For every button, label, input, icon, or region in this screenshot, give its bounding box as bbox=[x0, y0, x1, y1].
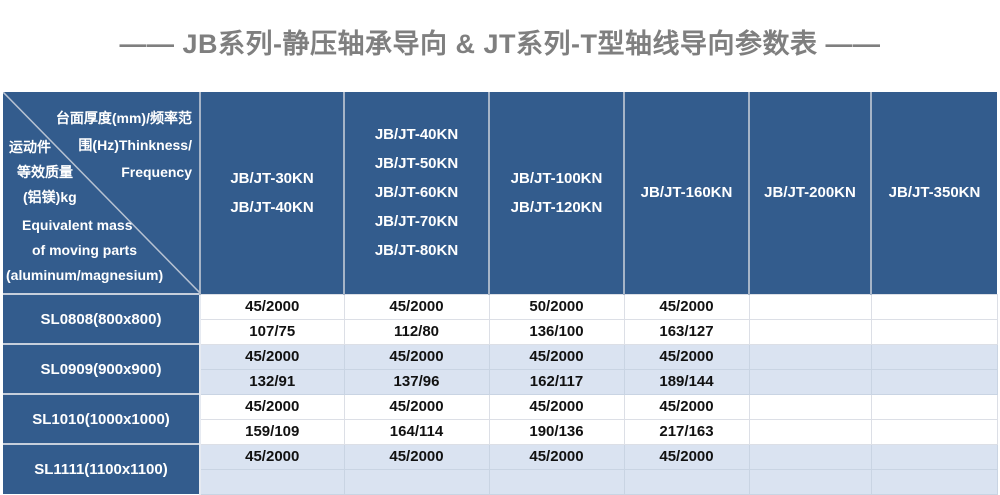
mass-value-cell: 159/109 bbox=[199, 418, 345, 445]
page-title: —— JB系列-静压轴承导向 & JT系列-T型轴线导向参数表 —— bbox=[119, 29, 881, 59]
mass-value-cell bbox=[870, 418, 998, 445]
table-body: SL0808(800x800) 45/2000 45/2000 50/2000 45/2… bbox=[3, 293, 998, 495]
thickness-frequency-cell: 45/2000 bbox=[343, 443, 490, 470]
thickness-frequency-cell bbox=[748, 393, 872, 420]
corner-top-label: 台面厚度(mm)/频率范围(Hz)Thinkness/Frequency bbox=[56, 105, 192, 186]
thickness-frequency-cell bbox=[870, 343, 998, 370]
thickness-frequency-cell bbox=[870, 443, 998, 470]
corner-header-cell: 台面厚度(mm)/频率范围(Hz)Thinkness/Frequency 运动件… bbox=[3, 92, 200, 294]
row-label: SL0808(800x800) bbox=[3, 293, 201, 344]
mass-value-cell bbox=[870, 368, 998, 395]
mass-value-cell: 189/144 bbox=[623, 368, 750, 395]
corner-label-line: 等效质量 bbox=[17, 164, 73, 180]
mass-value-cell: 112/80 bbox=[343, 318, 490, 345]
row-label: SL1111(1100x1100) bbox=[3, 443, 201, 494]
corner-bottom-label: Equivalent mass of moving parts (aluminum/… bbox=[6, 213, 163, 288]
column-header-line: JB/JT-160KN bbox=[640, 184, 733, 202]
column-header-line: JB/JT-40KN bbox=[230, 198, 314, 216]
column-header-3: JB/JT-100KN JB/JT-120KN bbox=[488, 92, 624, 294]
mass-value-cell: 163/127 bbox=[623, 318, 750, 345]
table-row: 107/75 112/80 136/100 163/127 bbox=[3, 318, 998, 345]
table-row: SL0808(800x800) 45/2000 45/2000 50/2000 45/2… bbox=[3, 293, 998, 344]
column-header-line: JB/JT-70KN bbox=[374, 213, 459, 231]
thickness-frequency-cell bbox=[748, 293, 872, 320]
thickness-frequency-cell: 45/2000 bbox=[199, 443, 345, 470]
thickness-frequency-cell: 45/2000 bbox=[199, 393, 345, 420]
thickness-frequency-cell: 45/2000 bbox=[623, 443, 750, 470]
mass-value-cell: 162/117 bbox=[488, 368, 625, 395]
mass-value-cell bbox=[748, 368, 872, 395]
mass-value-cell: 137/96 bbox=[343, 368, 490, 395]
table-row: SL0909(900x900) 45/2000 45/2000 45/2000 45/2… bbox=[3, 343, 998, 394]
header-row: 台面厚度(mm)/频率范围(Hz)Thinkness/Frequency 运动件… bbox=[3, 92, 997, 294]
mass-value-cell: 107/75 bbox=[199, 318, 345, 345]
thickness-frequency-cell: 45/2000 bbox=[623, 293, 750, 320]
column-header-1: JB/JT-30KN JB/JT-40KN bbox=[199, 92, 344, 294]
column-header-line: JB/JT-40KN bbox=[374, 126, 459, 144]
corner-label-line: Frequency bbox=[121, 164, 192, 180]
thickness-frequency-cell: 45/2000 bbox=[488, 443, 625, 470]
thickness-frequency-cell bbox=[748, 343, 872, 370]
mass-value-cell: 136/100 bbox=[488, 318, 625, 345]
mass-value-cell: 217/163 bbox=[623, 418, 750, 445]
corner-label-line: 台面厚度(mm)/频率范 bbox=[55, 110, 192, 126]
table-wrapper: 台面厚度(mm)/频率范围(Hz)Thinkness/Frequency 运动件… bbox=[3, 92, 998, 495]
mass-value-cell: 132/91 bbox=[199, 368, 345, 395]
column-header-line: JB/JT-50KN bbox=[374, 155, 459, 173]
corner-label-line: (铝镁)kg bbox=[23, 189, 77, 205]
mass-value-cell bbox=[870, 318, 998, 345]
corner-left-label: 运动件等效质量 (铝镁)kg bbox=[9, 135, 77, 210]
column-header-5: JB/JT-200KN bbox=[748, 92, 871, 294]
thickness-frequency-cell: 45/2000 bbox=[343, 343, 490, 370]
mass-value-cell bbox=[748, 318, 872, 345]
thickness-frequency-cell: 45/2000 bbox=[343, 393, 490, 420]
thickness-frequency-cell: 50/2000 bbox=[488, 293, 625, 320]
thickness-frequency-cell bbox=[870, 293, 998, 320]
thickness-frequency-cell bbox=[748, 443, 872, 470]
thickness-frequency-cell: 45/2000 bbox=[488, 343, 625, 370]
mass-value-cell: 164/114 bbox=[343, 418, 490, 445]
table-row: SL1111(1100x1100) 45/2000 45/2000 45/2000 45… bbox=[3, 443, 998, 494]
diagonal-divider bbox=[3, 92, 200, 293]
row-label: SL0909(900x900) bbox=[3, 343, 201, 394]
thickness-frequency-cell bbox=[870, 393, 998, 420]
column-header-line: JB/JT-350KN bbox=[888, 184, 981, 202]
corner-label-line: 围(Hz)Thinkness/ bbox=[78, 137, 192, 153]
table-row: SL1010(1000x1000) 45/2000 45/2000 45/2000 45… bbox=[3, 393, 998, 444]
thickness-frequency-cell: 45/2000 bbox=[343, 293, 490, 320]
column-header-6: JB/JT-350KN bbox=[870, 92, 997, 294]
column-header-line: JB/JT-60KN bbox=[374, 184, 459, 202]
table-row: 132/91 137/96 162/117 189/144 bbox=[3, 368, 998, 395]
column-header-line: JB/JT-80KN bbox=[374, 242, 459, 260]
thickness-frequency-cell: 45/2000 bbox=[199, 293, 345, 320]
table-row: 159/109 164/114 190/136 217/163 bbox=[3, 418, 998, 445]
corner-label-line: of moving parts bbox=[32, 242, 138, 258]
parameters-table: 台面厚度(mm)/频率范围(Hz)Thinkness/Frequency 运动件… bbox=[3, 92, 998, 495]
column-header-line: JB/JT-120KN bbox=[510, 198, 603, 216]
thickness-frequency-cell: 45/2000 bbox=[488, 393, 625, 420]
mass-value-cell bbox=[748, 418, 872, 445]
corner-label-line: 运动件 bbox=[9, 139, 51, 155]
thickness-frequency-cell: 45/2000 bbox=[623, 343, 750, 370]
column-header-4: JB/JT-160KN bbox=[623, 92, 749, 294]
column-header-line: JB/JT-30KN bbox=[230, 169, 314, 187]
column-header-line: JB/JT-200KN bbox=[764, 184, 856, 202]
row-label: SL1010(1000x1000) bbox=[3, 393, 201, 444]
thickness-frequency-cell: 45/2000 bbox=[199, 343, 345, 370]
mass-value-cell: 190/136 bbox=[488, 418, 625, 445]
corner-label-line: Equivalent mass bbox=[22, 217, 133, 233]
column-header-2: JB/JT-40KN JB/JT-50KN JB/JT-60KN JB/JT-70KN… bbox=[343, 92, 489, 294]
column-header-line: JB/JT-100KN bbox=[510, 169, 603, 187]
thickness-frequency-cell: 45/2000 bbox=[623, 393, 750, 420]
corner-label-line: (aluminum/magnesium) bbox=[6, 267, 164, 283]
